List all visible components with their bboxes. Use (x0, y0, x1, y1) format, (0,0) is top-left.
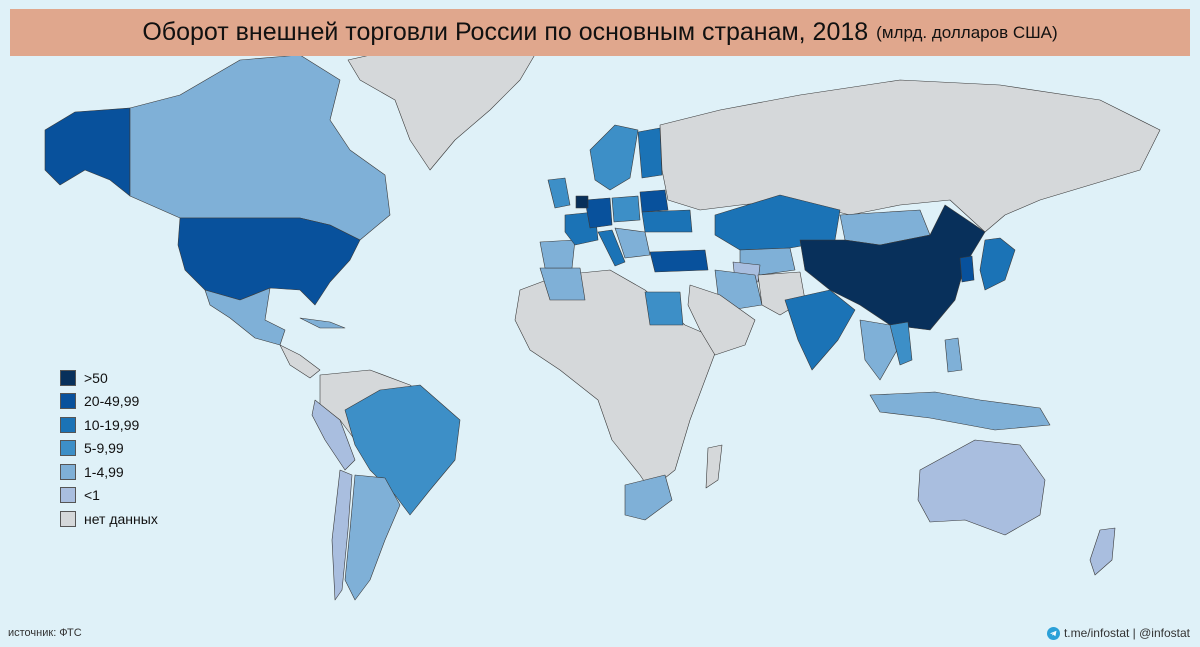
country-poland[interactable] (611, 195, 641, 223)
legend-swatch (60, 416, 76, 433)
legend-swatch (60, 463, 76, 480)
country-new-zealand[interactable] (1089, 527, 1116, 576)
country-japan[interactable] (979, 237, 1016, 291)
country-indonesia[interactable] (869, 391, 1051, 431)
credit-text[interactable]: t.me/infostat | @infostat (1063, 626, 1190, 640)
country-brazil[interactable] (344, 384, 461, 516)
country-sweden-norway[interactable] (589, 124, 639, 191)
region-arabia-nodata[interactable] (687, 284, 756, 356)
legend-item: 10-19,99 (60, 413, 158, 437)
country-canada[interactable] (129, 54, 391, 241)
country-ukraine[interactable] (641, 209, 693, 233)
country-usa[interactable] (177, 217, 361, 306)
country-central-america[interactable] (279, 344, 321, 379)
country-netherlands[interactable] (575, 195, 589, 209)
region-southeast-asia[interactable] (859, 319, 901, 381)
legend-label: 20-49,99 (84, 393, 140, 410)
country-australia[interactable] (917, 439, 1046, 536)
legend-swatch (60, 510, 76, 527)
legend-swatch (60, 487, 76, 504)
legend-swatch (60, 369, 76, 386)
legend-label: 1-4,99 (84, 463, 124, 480)
country-finland[interactable] (637, 127, 663, 179)
country-south-korea[interactable] (959, 255, 975, 283)
legend-label: 10-19,99 (84, 416, 140, 433)
map-legend: >50 20-49,99 10-19,99 5-9,99 1-4,99 <1 нет дан… (60, 366, 158, 531)
legend-swatch (60, 440, 76, 457)
legend-label: 5-9,99 (84, 440, 124, 457)
country-germany[interactable] (584, 197, 613, 229)
country-cuba[interactable] (299, 317, 346, 329)
country-china[interactable] (799, 204, 986, 331)
legend-label: нет данных (84, 510, 158, 527)
country-italy[interactable] (597, 229, 626, 267)
region-balkans[interactable] (614, 227, 651, 259)
map-title-unit: (млрд. долларов США) (876, 22, 1058, 42)
legend-item: нет данных (60, 507, 158, 531)
legend-item: >50 (60, 366, 158, 390)
title-banner: Оборот внешней торговли России по основн… (10, 9, 1190, 56)
country-argentina[interactable] (344, 474, 401, 601)
country-uk[interactable] (547, 177, 571, 209)
telegram-icon (1046, 626, 1060, 640)
legend-item: 20-49,99 (60, 390, 158, 414)
country-india[interactable] (784, 289, 856, 371)
country-belarus[interactable] (639, 189, 669, 213)
country-russia[interactable] (659, 79, 1161, 233)
country-peru[interactable] (311, 399, 356, 471)
country-usa-alaska[interactable] (44, 107, 131, 197)
legend-swatch (60, 393, 76, 410)
credit-line: t.me/infostat | @infostat (1046, 626, 1190, 640)
country-greenland[interactable] (347, 43, 541, 171)
legend-item: <1 (60, 484, 158, 508)
country-south-africa[interactable] (624, 474, 673, 521)
legend-item: 1-4,99 (60, 460, 158, 484)
source-note: источник: ФТС (8, 627, 82, 639)
legend-label: >50 (84, 369, 108, 386)
map-title: Оборот внешней торговли России по основн… (142, 18, 869, 46)
country-madagascar[interactable] (705, 444, 723, 489)
country-egypt[interactable] (644, 291, 684, 326)
country-chile[interactable] (331, 469, 353, 601)
country-spain[interactable] (539, 239, 576, 269)
country-mexico[interactable] (204, 287, 286, 346)
legend-item: 5-9,99 (60, 437, 158, 461)
country-turkey[interactable] (649, 249, 709, 273)
country-vietnam[interactable] (889, 321, 913, 366)
country-philippines[interactable] (944, 337, 963, 373)
legend-label: <1 (84, 487, 100, 504)
